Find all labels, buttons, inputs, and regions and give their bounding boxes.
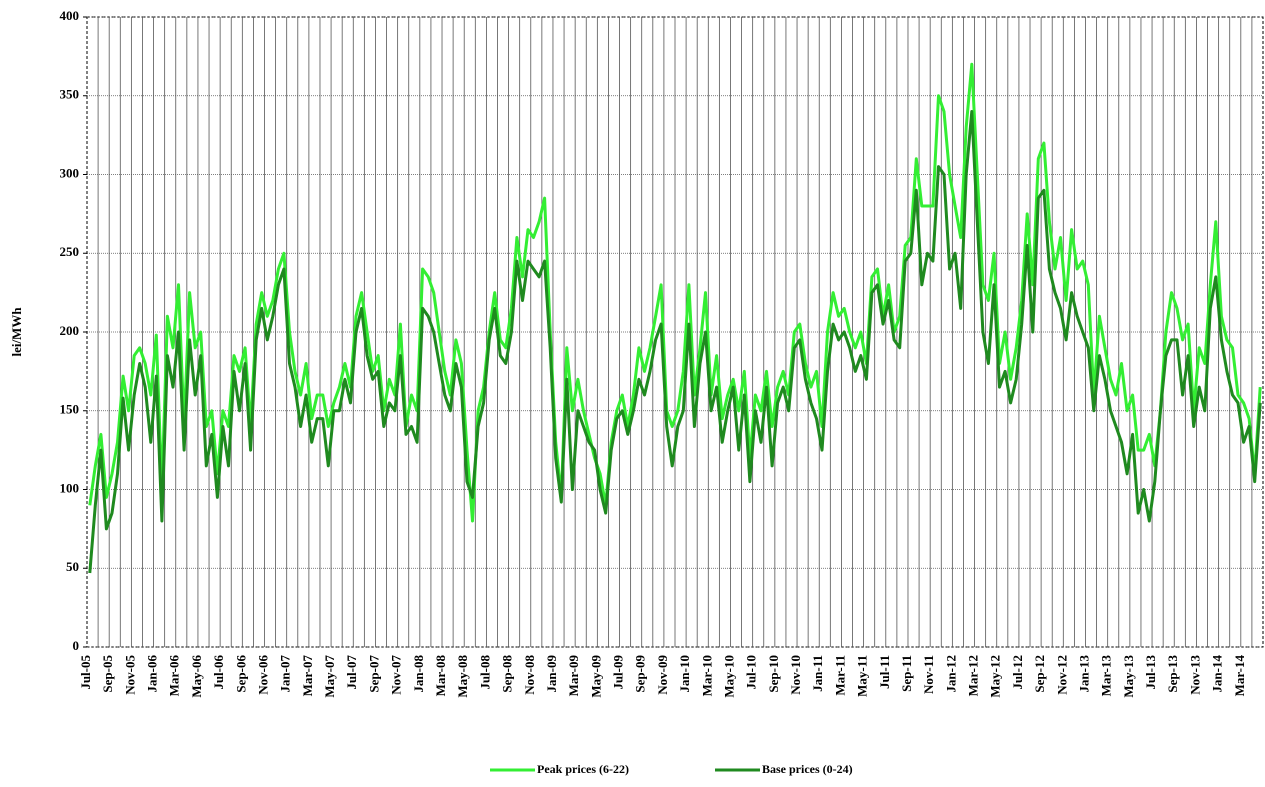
x-tick-label: Jul-08 <box>477 655 492 690</box>
x-tick-label: Jul-11 <box>877 655 892 689</box>
x-tick-label: Jan-13 <box>1076 655 1091 693</box>
x-tick-label: Jul-07 <box>344 655 359 690</box>
y-tick-label: 300 <box>60 165 80 180</box>
x-tick-label: Sep-05 <box>100 655 115 693</box>
x-tick-label: May-10 <box>721 655 736 698</box>
x-tick-label: Mar-11 <box>832 655 847 696</box>
x-tick-label: Jul-06 <box>211 655 226 690</box>
x-tick-label: Mar-09 <box>566 655 581 697</box>
x-tick-label: Jul-05 <box>78 655 93 690</box>
x-tick-label: Sep-13 <box>1165 655 1180 693</box>
x-tick-label: Sep-09 <box>633 655 648 693</box>
x-tick-label: Sep-11 <box>899 655 914 692</box>
x-tick-label: Mar-12 <box>966 655 981 696</box>
x-tick-label: Jul-13 <box>1143 655 1158 690</box>
line-series <box>88 62 1262 523</box>
line-series <box>88 110 1262 574</box>
x-tick-label: Nov-11 <box>921 655 936 694</box>
x-tick-label: May-07 <box>322 655 337 698</box>
x-tick-label: May-13 <box>1121 655 1136 698</box>
x-tick-label: Sep-06 <box>233 655 248 693</box>
x-tick-label: Mar-08 <box>433 655 448 697</box>
y-tick-label: 200 <box>60 323 80 338</box>
y-tick-label: 350 <box>60 87 80 102</box>
x-tick-label: May-09 <box>588 655 603 698</box>
x-tick-label: Jan-08 <box>411 655 426 693</box>
x-tick-label: Mar-14 <box>1232 655 1247 697</box>
x-tick-label: May-12 <box>988 655 1003 698</box>
x-tick-label: Jul-10 <box>744 655 759 690</box>
x-tick-label: Jul-09 <box>611 655 626 690</box>
y-axis-label: lei/MWh <box>9 307 24 357</box>
legend-label: Base prices (0-24) <box>762 762 853 776</box>
x-tick-label: Nov-12 <box>1054 655 1069 695</box>
x-tick-label: Mar-06 <box>167 655 182 697</box>
x-tick-label: Jan-09 <box>544 655 559 693</box>
x-tick-label: Nov-13 <box>1187 655 1202 695</box>
x-tick-label: Jan-11 <box>810 655 825 692</box>
x-tick-label: Mar-07 <box>300 655 315 697</box>
x-tick-label: May-08 <box>455 655 470 698</box>
x-tick-label: May-11 <box>855 655 870 697</box>
x-tick-label: Nov-07 <box>389 655 404 695</box>
x-tick-label: Jan-14 <box>1210 655 1225 693</box>
y-tick-label: 0 <box>73 638 80 653</box>
x-tick-label: Mar-10 <box>699 655 714 696</box>
x-tick-label: Nov-10 <box>788 655 803 695</box>
x-tick-label: Jan-07 <box>278 655 293 693</box>
x-tick-label: Sep-08 <box>500 655 515 693</box>
x-tick-label: Nov-05 <box>122 655 137 695</box>
y-tick-label: 50 <box>66 559 79 574</box>
x-tick-label: Nov-09 <box>655 655 670 695</box>
x-tick-label: Jan-10 <box>677 655 692 693</box>
x-tick-label: Jul-12 <box>1010 655 1025 690</box>
y-tick-label: 150 <box>60 402 80 417</box>
y-tick-label: 250 <box>60 244 80 259</box>
y-tick-label: 400 <box>60 8 80 23</box>
x-tick-label: May-06 <box>189 655 204 698</box>
x-tick-label: Jan-12 <box>943 655 958 693</box>
y-tick-label: 100 <box>60 480 80 495</box>
x-tick-label: Jan-06 <box>145 655 160 693</box>
x-tick-label: Sep-07 <box>366 655 381 693</box>
x-tick-label: Nov-06 <box>255 655 270 695</box>
legend-label: Peak prices (6-22) <box>537 762 629 776</box>
x-tick-label: Nov-08 <box>522 655 537 695</box>
x-tick-label: Mar-13 <box>1099 655 1114 697</box>
x-tick-label: Sep-12 <box>1032 655 1047 693</box>
x-tick-label: Sep-10 <box>766 655 781 693</box>
